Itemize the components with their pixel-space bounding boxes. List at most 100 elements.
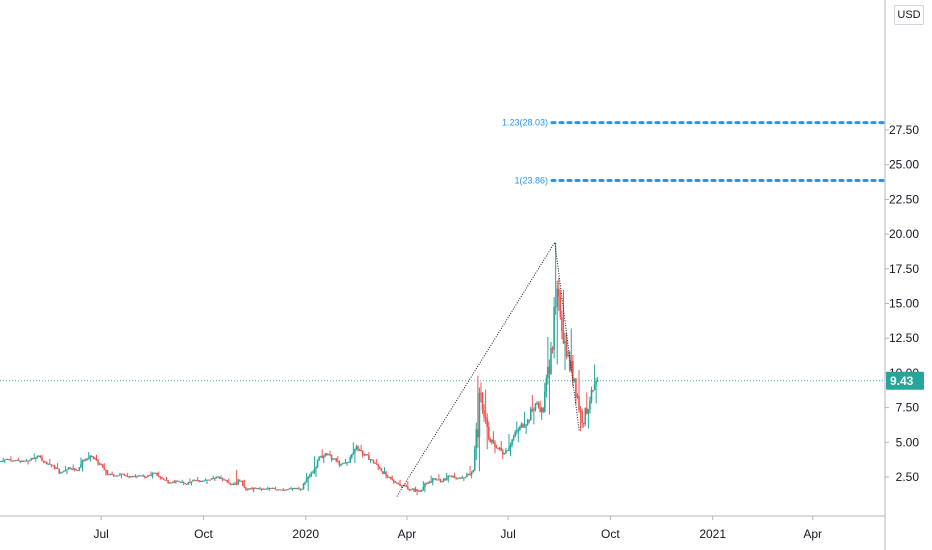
candle-body [11,460,14,462]
candle-body [70,468,73,470]
candle-body [55,468,57,470]
candle-body [559,296,562,318]
candle-body [576,395,579,398]
candle-body [80,464,82,468]
candle-body [53,465,56,469]
candle-body [251,488,253,490]
y-tick-label: 25.00 [889,158,919,172]
candle-body [176,480,179,482]
candle-body [229,483,232,485]
candle-body [299,488,302,490]
candle-body [150,475,152,477]
candle-body [408,489,411,491]
candle-body [203,480,205,482]
candle-body [58,468,60,474]
candle-layer [0,242,599,496]
candle-body [410,489,412,491]
candle-body [470,472,473,475]
candle-body [346,462,348,464]
candle-body [226,480,229,483]
candle-body [256,488,258,490]
candle-body [512,436,515,440]
candle-body [564,341,566,344]
candle-body [178,481,180,483]
candle-body [287,489,289,491]
candle-body [503,453,506,455]
candle-body [136,475,138,477]
candle-body [95,459,98,461]
candle-body [561,317,563,332]
candle-body [388,476,390,478]
candle-body [153,472,155,474]
candle-body [218,476,221,479]
candle-body [77,470,79,472]
candle-body [324,453,327,456]
candle-body [190,481,193,483]
x-tick-label: Jul [500,527,515,541]
candle-body [579,410,582,412]
candle-body [61,471,64,473]
candle-body [355,446,358,450]
currency-badge[interactable]: USD [894,5,924,25]
candle-body [41,457,43,461]
candle-body [204,479,207,481]
candle-body [192,479,194,482]
candle-body [545,377,548,392]
candle-body [374,462,376,464]
candle-body [407,486,409,490]
candle-body [228,482,230,484]
candle-body [67,467,70,470]
x-tick-label: Oct [194,527,213,541]
candle-body [531,409,534,411]
candle-body [435,478,437,481]
candle-body [522,423,524,428]
candle-body [14,460,17,462]
candle-body [343,462,345,464]
candle-body [45,461,48,465]
y-tick-label: 22.50 [889,192,919,206]
candle-body [439,479,442,482]
candle-body [458,477,460,479]
candle-body [170,482,173,484]
candle-body [506,450,509,452]
candle-body [495,447,498,449]
candle-body [270,488,272,490]
candle-body [231,483,233,485]
time-axis[interactable]: Jul Oct 2020 Apr Jul Oct 2021 Apr [0,515,885,541]
candle-body [33,457,36,459]
candle-body [282,489,285,491]
candle-body [28,460,31,462]
candle-body [500,447,503,451]
candle-body [481,393,484,411]
candle-body [17,459,20,462]
candle-body [536,403,538,405]
candle-body [310,472,313,476]
candle-body [421,489,423,491]
candle-body [206,479,208,481]
y-tick-label: 20.00 [889,227,919,241]
candle-body [115,475,118,477]
candle-body [380,468,383,472]
candle-body [5,458,8,460]
candle-body [313,469,316,473]
candle-body [537,403,540,407]
candle-body [523,426,526,428]
candle-body [98,463,101,465]
candle-body [117,475,120,477]
candle-body [498,447,501,450]
candle-body [101,464,104,468]
price-axis[interactable]: 2.505.007.5010.0012.5015.0017.5020.0022.… [884,0,924,550]
candle-body [430,481,432,483]
candle-body [73,468,76,470]
candle-body [452,476,454,478]
candle-body [35,457,37,459]
candle-body [436,479,439,481]
candle-body [268,488,271,490]
candle-body [366,454,369,456]
candle-body [377,464,380,467]
candle-body [63,470,65,472]
candle-body [36,456,39,458]
candle-body [252,487,255,490]
candle-body [185,483,188,485]
